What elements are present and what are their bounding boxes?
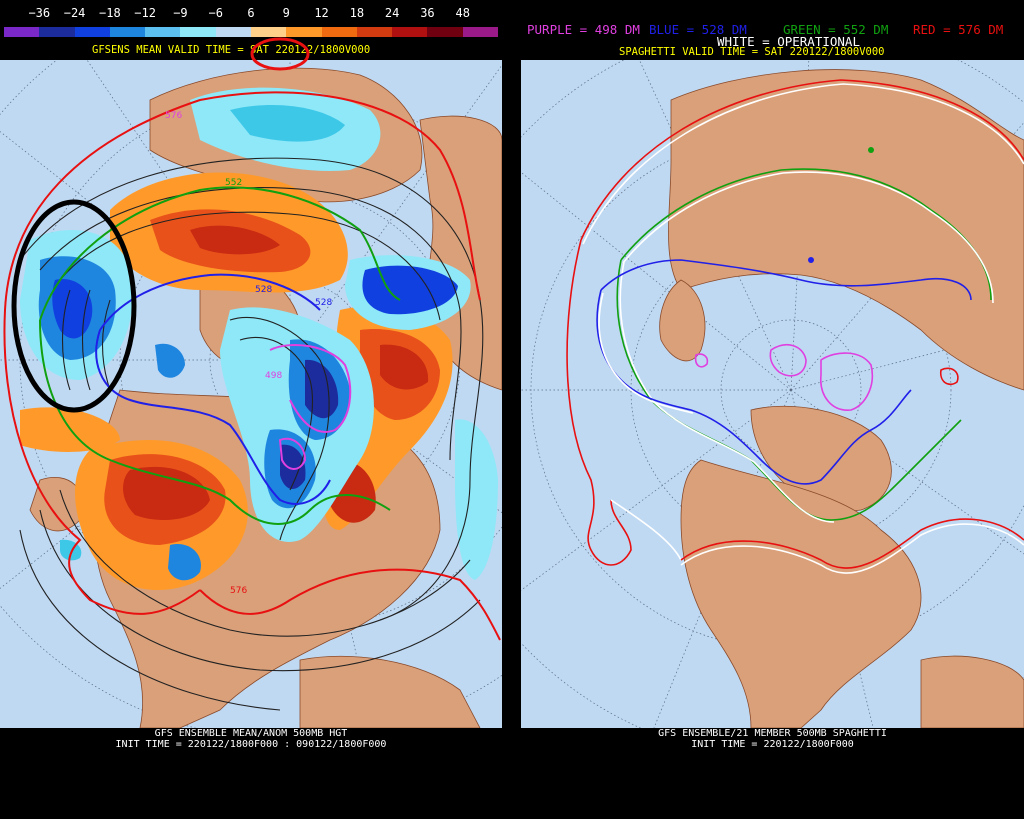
colorbar-tick-label: −18 [99,6,121,20]
right-footer-init-time: INIT TIME = 220122/1800F000 [691,739,854,750]
colorbar-swatch [250,27,287,37]
left-map-svg: 576 552 528 528 498 576 [0,60,502,728]
negative-anomaly-shading [20,87,498,581]
colorbar-tick-label: 48 [455,6,470,20]
colorbar-swatch [215,27,251,37]
key-height-contours [3,91,501,641]
panel-divider [502,0,521,819]
colorbar-swatch [4,27,40,37]
right-land [659,69,1024,728]
anomaly-colorbar: −36 −24 −18 −12 −9 −6 6 9 12 18 24 36 48 [4,6,498,37]
colorbar-swatch [356,27,393,37]
highlight-ellipse-annotation [11,199,137,413]
small-green-cell [868,147,874,153]
contour-labels: 576 552 528 528 498 576 [165,111,332,596]
colorbar-tick-label: −36 [28,6,51,20]
legend-green: GREEN = 552 DM [783,22,889,37]
spaghetti-panel: PURPLE = 498 DM BLUE = 528 DM GREEN = 55… [521,0,1024,819]
contour-label-498: 498 [265,371,282,381]
right-map [521,60,1024,728]
legend-red: RED = 576 DM [913,22,1004,37]
colorbar-tick-label: −12 [134,6,156,20]
legend-blue: BLUE = 528 DM [649,22,747,37]
right-valid-time-header: SPAGHETTI VALID TIME = SAT 220122/1800V0… [619,46,885,58]
colorbar-swatches [4,27,498,37]
colorbar-swatch [74,27,110,37]
legend-purple: PURPLE = 498 DM [527,22,640,37]
contour-label-528-a: 528 [255,285,272,295]
left-footer-title: GFS ENSEMBLE MEAN/ANOM 500MB HGT [154,728,348,739]
colorbar-tick-label: 24 [384,6,400,20]
right-footer-title: GFS ENSEMBLE/21 MEMBER 500MB SPAGHETTI [658,728,887,739]
left-map: 576 552 528 528 498 576 [0,60,502,728]
right-map-svg [521,60,1024,728]
legend-white: WHITE = OPERATIONAL [717,34,860,49]
contour-label-552: 552 [225,178,242,188]
colorbar-swatch [392,27,428,37]
colorbar-swatch [427,27,463,37]
small-blue-cell [808,257,814,263]
colorbar-swatch [145,27,181,37]
colorbar-swatch [462,27,498,37]
contour-label-576-south: 576 [230,586,247,596]
date-highlight-circle [250,37,310,71]
colorbar-tick-label: −24 [63,6,86,20]
colorbar-tick-label: 18 [349,6,365,20]
colorbar-tick-label: 36 [420,6,435,20]
left-footer-init-time: INIT TIME = 220122/1800F000 : 090122/180… [115,739,387,750]
colorbar-tick-label: −9 [173,6,188,20]
colorbar-swatch [321,27,357,37]
colorbar-swatch [109,27,146,37]
colorbar-swatch [286,27,322,37]
contour-label-576-north: 576 [165,111,182,121]
colorbar-tick-label: 9 [282,6,290,20]
contour-label-528-b: 528 [315,298,332,308]
colorbar-tick-label: −6 [208,6,223,20]
colorbar-tick-label: 6 [247,6,255,20]
colorbar-swatch [180,27,216,37]
left-valid-time-header: GFSENS MEAN VALID TIME = SAT 220122/1800… [92,44,371,56]
colorbar-swatch [39,27,75,37]
ensemble-mean-anomaly-panel: −36 −24 −18 −12 −9 −6 6 9 12 18 24 36 48 GFSENS MEAN… [0,0,502,819]
spaghetti-contours [566,79,1024,574]
colorbar-tick-label: 12 [314,6,329,20]
